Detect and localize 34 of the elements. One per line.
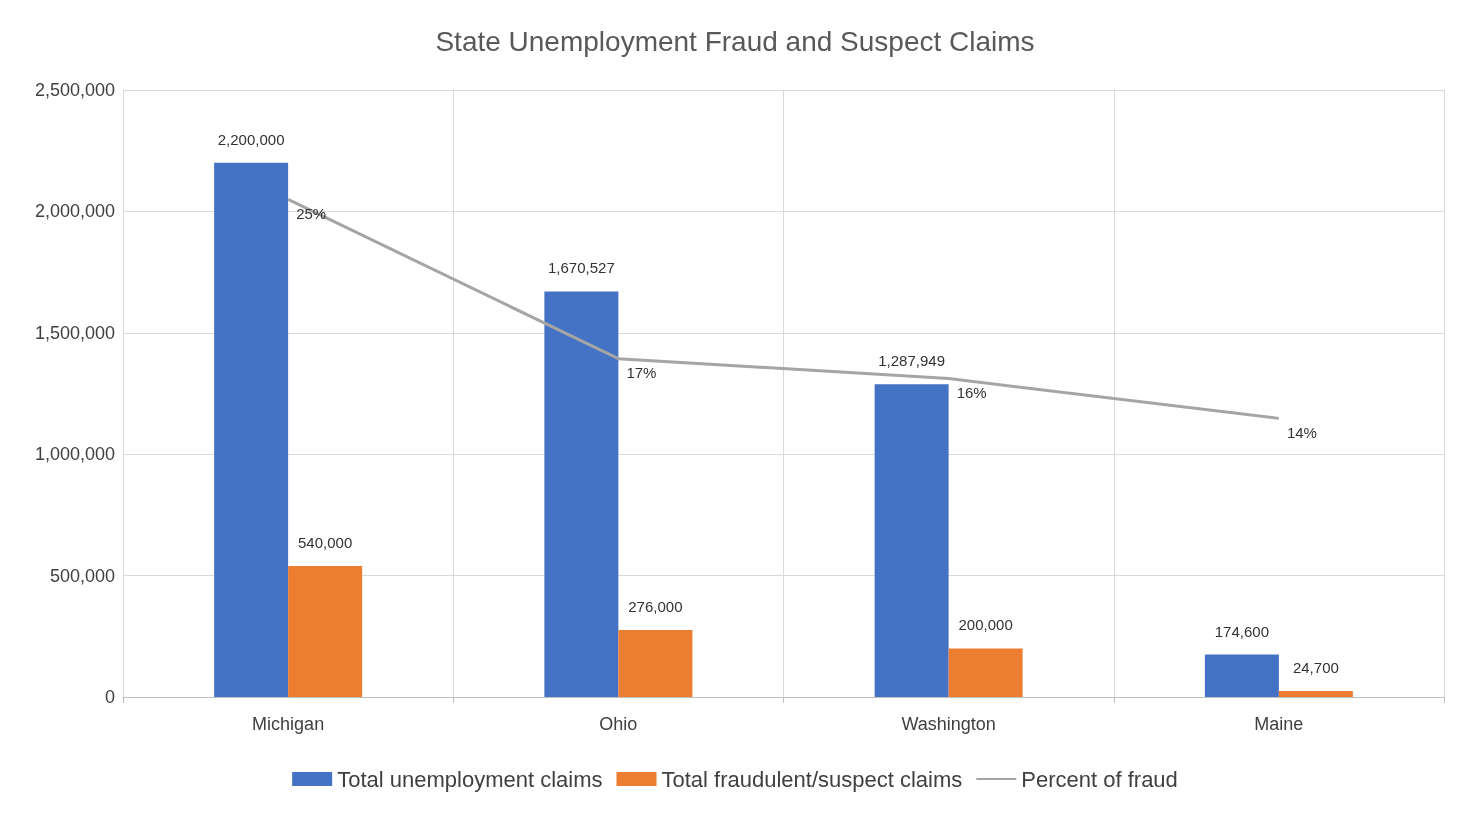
data-label: 200,000 xyxy=(958,616,1013,634)
y-tick-label: 2,000,000 xyxy=(34,201,115,222)
bar xyxy=(544,291,619,697)
data-label: 1,287,949 xyxy=(878,352,945,370)
bar xyxy=(1204,654,1279,697)
x-tick-label: Ohio xyxy=(599,714,638,734)
data-label: 14% xyxy=(1286,423,1317,441)
bar xyxy=(874,384,949,697)
bar xyxy=(288,565,363,697)
x-tick-label: Maine xyxy=(1254,714,1304,734)
bar xyxy=(618,629,693,697)
x-tick-label: Michigan xyxy=(252,714,325,734)
y-tick-label: 1,500,000 xyxy=(34,322,115,343)
legend-label: Total unemployment claims xyxy=(337,766,603,792)
data-label: 174,600 xyxy=(1214,622,1269,640)
data-label: 2,200,000 xyxy=(217,130,285,148)
chart-title: State Unemployment Fraud and Suspect Claims xyxy=(435,25,1035,57)
legend-label: Percent of fraud xyxy=(1021,766,1178,792)
bar xyxy=(1278,691,1353,697)
data-label: 276,000 xyxy=(628,597,683,615)
y-tick-label: 0 xyxy=(104,687,115,707)
y-tick-label: 1,000,000 xyxy=(34,444,115,465)
bar xyxy=(948,648,1023,697)
data-label: 1,670,527 xyxy=(548,259,615,277)
bar xyxy=(214,162,289,697)
data-label: 25% xyxy=(296,204,327,222)
data-label: 540,000 xyxy=(298,533,353,551)
legend-label: Total fraudulent/suspect claims xyxy=(661,766,963,792)
x-tick-label: Washington xyxy=(901,714,996,734)
data-label: 16% xyxy=(956,384,987,402)
y-tick-label: 500,000 xyxy=(49,565,115,586)
data-label: 24,700 xyxy=(1292,659,1339,676)
y-tick-label: 2,500,000 xyxy=(34,80,115,100)
data-label: 17% xyxy=(626,364,657,382)
